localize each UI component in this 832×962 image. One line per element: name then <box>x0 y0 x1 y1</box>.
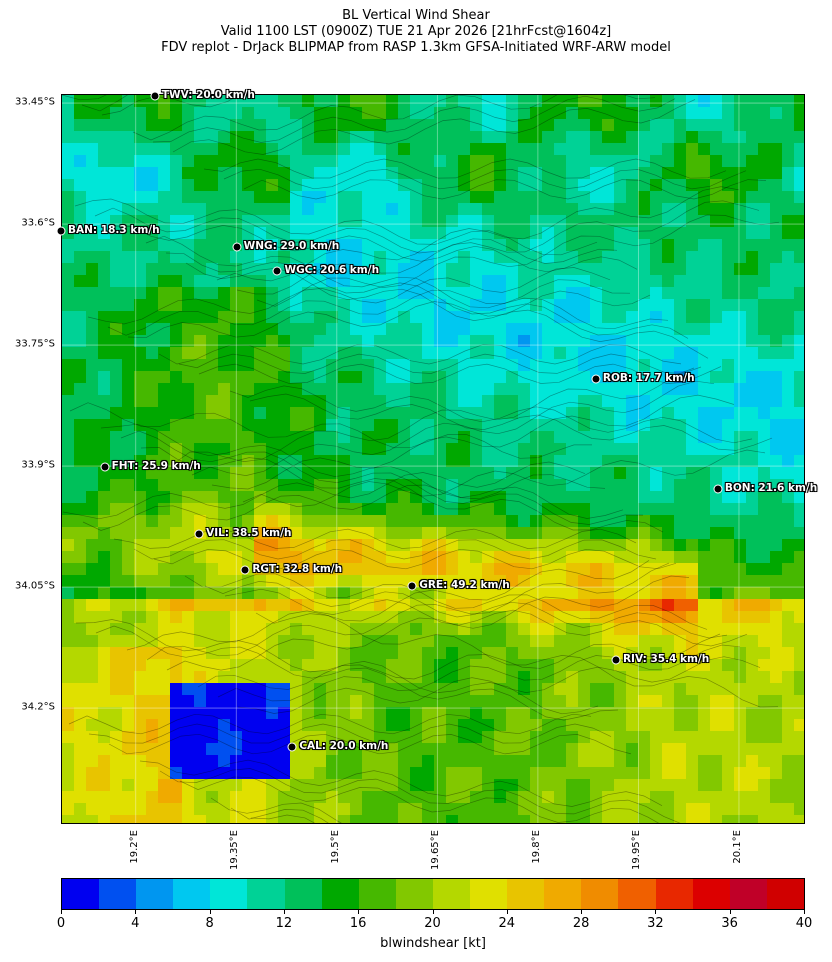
colorbar-segment <box>136 879 174 909</box>
colorbar-segment <box>247 879 285 909</box>
station-label-wgc: WGC: 20.6 km/h <box>284 264 380 277</box>
longitude-tick-label: 19.95°E <box>631 830 643 870</box>
title-line-2: Valid 1100 LST (0900Z) TUE 21 Apr 2026 [… <box>220 24 612 39</box>
colorbar-tick-label: 16 <box>349 916 367 931</box>
longitude-tick-label: 19.5°E <box>329 830 341 864</box>
longitude-tick-label: 19.2°E <box>128 830 140 864</box>
shear-field-map <box>62 95 804 823</box>
station-marker-rgt[interactable] <box>240 565 250 575</box>
colorbar-tick-label: 28 <box>572 916 590 931</box>
colorbar-tick <box>506 910 508 914</box>
colorbar-segment <box>173 879 211 909</box>
colorbar-segment <box>210 879 248 909</box>
map-plot-area[interactable] <box>61 94 805 824</box>
latitude-tick-label: 33.6°S <box>21 217 55 229</box>
station-marker-bon[interactable] <box>713 484 723 494</box>
colorbar-tick-label: 40 <box>795 916 813 931</box>
colorbar-tick <box>655 910 657 914</box>
colorbar-segment <box>544 879 582 909</box>
colorbar-tick-label: 0 <box>56 916 66 931</box>
station-marker-riv[interactable] <box>611 655 621 665</box>
station-marker-cal[interactable] <box>287 742 297 752</box>
colorbar-tick <box>209 910 211 914</box>
longitude-tick-label: 19.8°E <box>530 830 542 864</box>
station-label-wng: WNG: 29.0 km/h <box>243 240 340 253</box>
station-marker-fht[interactable] <box>100 462 110 472</box>
colorbar-segment <box>655 879 693 909</box>
colorbar-segment <box>99 879 137 909</box>
colorbar-tick-label: 24 <box>498 916 516 931</box>
colorbar-tick-label: 8 <box>205 916 214 931</box>
latitude-tick-label: 34.05°S <box>15 580 55 592</box>
colorbar-tick <box>358 910 360 914</box>
colorbar-segment <box>729 879 767 909</box>
station-marker-rob[interactable] <box>591 374 601 384</box>
latitude-tick-label: 33.9°S <box>21 459 55 471</box>
station-label-ban: BAN: 18.3 km/h <box>68 223 160 236</box>
colorbar-segment <box>692 879 730 909</box>
colorbar-tick <box>61 910 62 914</box>
station-label-rob: ROB: 17.7 km/h <box>602 371 695 384</box>
colorbar-segment <box>284 879 322 909</box>
station-marker-wgc[interactable] <box>272 266 282 276</box>
station-label-twv: TWV: 20.0 km/h <box>161 89 255 102</box>
station-label-vil: VIL: 38.5 km/h <box>206 526 292 539</box>
colorbar-segment <box>618 879 656 909</box>
latitude-tick-label: 34.2°S <box>21 701 55 713</box>
station-marker-twv[interactable] <box>150 91 160 101</box>
colorbar-tick <box>804 910 805 914</box>
station-label-cal: CAL: 20.0 km/h <box>299 740 389 753</box>
colorbar-tick-label: 20 <box>424 916 441 931</box>
station-marker-gre[interactable] <box>407 581 417 591</box>
longitude-tick-label: 19.35°E <box>229 830 241 870</box>
station-label-bon: BON: 21.6 km/h <box>724 482 818 495</box>
colorbar-segment <box>766 879 804 909</box>
colorbar-title: blwindshear [kt] <box>380 936 486 951</box>
title-line-1: BL Vertical Wind Shear <box>342 8 490 23</box>
title-line-3: FDV replot - DrJack BLIPMAP from RASP 1.… <box>161 40 671 55</box>
colorbar-tick <box>729 910 731 914</box>
colorbar-segment <box>507 879 545 909</box>
colorbar-segment <box>358 879 396 909</box>
colorbar-tick <box>581 910 583 914</box>
colorbar-tick-label: 36 <box>721 916 738 931</box>
station-label-fht: FHT: 25.9 km/h <box>111 460 201 473</box>
colorbar-segment <box>581 879 619 909</box>
station-label-riv: RIV: 35.4 km/h <box>622 653 710 666</box>
colorbar-segment <box>470 879 508 909</box>
colorbar-tick-label: 4 <box>131 916 140 931</box>
station-marker-wng[interactable] <box>232 242 242 252</box>
colorbar <box>61 878 805 910</box>
latitude-tick-label: 33.45°S <box>15 96 55 108</box>
colorbar-tick <box>283 910 285 914</box>
longitude-tick-label: 19.65°E <box>430 830 442 870</box>
colorbar-segment <box>321 879 359 909</box>
colorbar-tick <box>432 910 434 914</box>
colorbar-tick-label: 32 <box>647 916 664 931</box>
longitude-tick-label: 20.1°E <box>731 830 743 864</box>
station-marker-ban[interactable] <box>56 226 66 236</box>
colorbar-segment <box>395 879 433 909</box>
colorbar-segment <box>62 879 100 909</box>
station-label-rgt: RGT: 32.8 km/h <box>252 562 343 575</box>
station-label-gre: GRE: 49.2 km/h <box>419 578 510 591</box>
colorbar-segment <box>432 879 471 909</box>
station-marker-vil[interactable] <box>194 529 204 539</box>
latitude-tick-label: 33.75°S <box>15 338 55 350</box>
colorbar-tick <box>135 910 137 914</box>
colorbar-tick-label: 12 <box>275 916 293 931</box>
